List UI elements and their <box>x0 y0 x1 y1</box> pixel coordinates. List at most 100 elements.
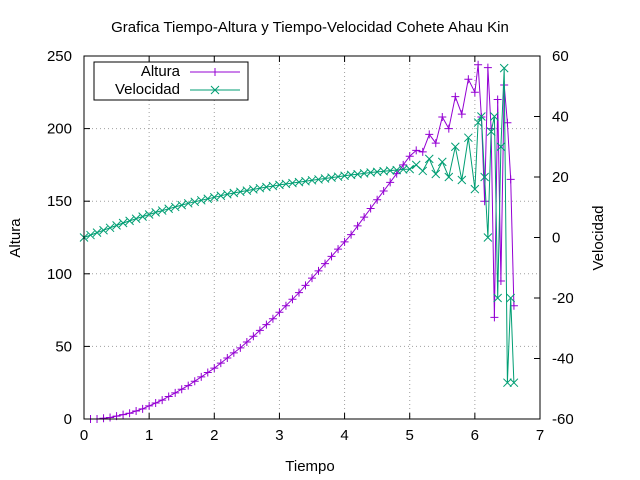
data-point-altura <box>210 364 219 373</box>
data-point-altura <box>190 377 199 386</box>
data-point-velocidad <box>131 214 141 224</box>
data-point-altura <box>379 187 388 196</box>
data-point-velocidad <box>463 133 473 143</box>
data-point-altura <box>399 160 408 169</box>
data-point-velocidad <box>99 225 108 235</box>
data-point-altura <box>373 195 382 204</box>
y-tick-label: 0 <box>64 411 72 428</box>
data-point-altura <box>480 197 489 206</box>
data-point-altura <box>321 259 330 268</box>
data-point-velocidad <box>86 230 95 240</box>
data-point-altura <box>268 314 277 323</box>
data-point-altura <box>438 112 447 121</box>
data-point-velocidad <box>444 172 454 182</box>
data-point-altura <box>474 60 483 69</box>
x-tick-label: 3 <box>275 427 283 444</box>
grid <box>84 56 540 419</box>
data-point-altura <box>490 313 499 322</box>
data-point-altura <box>203 368 212 377</box>
x-tick-label: 0 <box>80 427 88 444</box>
data-point-velocidad <box>157 206 167 215</box>
data-point-altura <box>451 92 460 101</box>
plot-area <box>79 60 519 423</box>
data-point-altura <box>470 88 479 97</box>
data-point-velocidad <box>506 293 516 303</box>
y2-tick-label: -20 <box>552 290 574 307</box>
data-point-altura <box>216 359 225 368</box>
data-point-velocidad <box>486 127 496 136</box>
data-point-altura <box>242 338 251 347</box>
data-point-velocidad <box>424 154 434 164</box>
legend: Altura Velocidad <box>93 61 249 101</box>
data-point-velocidad <box>190 197 200 207</box>
data-point-altura <box>301 281 310 290</box>
x-tick-label: 1 <box>145 427 153 444</box>
data-point-velocidad <box>431 169 441 179</box>
y-tick-label: 250 <box>47 48 72 65</box>
x-tick-label: 7 <box>536 427 544 444</box>
data-point-altura <box>171 388 180 397</box>
chart-title: Grafica Tiempo-Altura y Tiempo-Velocidad… <box>111 19 509 36</box>
data-point-altura <box>327 252 336 261</box>
data-point-velocidad <box>405 164 415 174</box>
data-point-altura <box>236 343 245 352</box>
data-point-altura <box>457 110 466 119</box>
series-velocidad <box>79 63 519 388</box>
data-point-velocidad <box>151 208 161 217</box>
data-point-altura <box>412 146 421 155</box>
data-point-altura <box>386 178 395 187</box>
y-tick-label: 100 <box>47 266 72 283</box>
legend-box <box>93 61 249 101</box>
data-point-velocidad <box>105 223 115 233</box>
data-point-altura <box>125 409 134 418</box>
data-point-altura <box>464 75 473 84</box>
data-point-altura <box>347 230 356 239</box>
plot-border <box>83 55 541 420</box>
data-point-altura <box>405 152 414 161</box>
data-point-altura <box>255 326 264 335</box>
data-point-altura <box>164 392 173 401</box>
data-point-altura <box>275 308 284 317</box>
y2-tick-label: 20 <box>552 169 569 186</box>
y2-tick-label: -40 <box>552 351 574 368</box>
data-point-velocidad <box>196 195 206 205</box>
y2-tick-label: 40 <box>552 109 569 126</box>
axis-ticks: 0 1 2 3 4 5 6 7 0 50 100 150 200 250 -60 -40 -20 0 20 40 60 <box>47 48 574 444</box>
data-point-altura <box>334 245 343 254</box>
data-point-velocidad <box>216 191 226 201</box>
data-point-altura <box>223 354 232 363</box>
data-point-altura <box>158 396 167 405</box>
data-point-velocidad <box>118 218 128 228</box>
data-point-altura <box>483 63 492 72</box>
data-point-velocidad <box>509 378 519 388</box>
data-point-altura <box>151 399 160 408</box>
legend-marker-velocidad <box>210 85 220 95</box>
x-tick-label: 5 <box>406 427 414 444</box>
data-point-altura <box>262 320 271 329</box>
data-point-velocidad <box>473 118 483 127</box>
data-point-altura <box>314 266 323 275</box>
data-point-velocidad <box>112 221 121 230</box>
data-point-altura <box>493 95 502 104</box>
data-point-velocidad <box>183 198 193 208</box>
data-point-velocidad <box>170 202 180 212</box>
y2-axis-label: Velocidad <box>590 205 607 270</box>
y-tick-label: 150 <box>47 193 72 210</box>
series-altura <box>86 60 518 423</box>
data-point-altura <box>99 414 108 423</box>
data-point-altura <box>249 332 258 341</box>
x-tick-label: 4 <box>340 427 348 444</box>
data-point-altura <box>145 401 154 410</box>
data-point-altura <box>177 385 186 394</box>
data-point-velocidad <box>203 194 213 204</box>
data-point-altura <box>119 410 128 419</box>
y-tick-label: 50 <box>55 338 72 355</box>
legend-marker-altura <box>211 68 219 76</box>
data-point-velocidad <box>209 192 219 202</box>
data-point-altura <box>288 295 297 304</box>
x-axis-label: Tiempo <box>285 458 334 475</box>
y-tick-label: 200 <box>47 121 72 138</box>
x-tick-label: 2 <box>210 427 218 444</box>
legend-samples <box>190 68 240 95</box>
